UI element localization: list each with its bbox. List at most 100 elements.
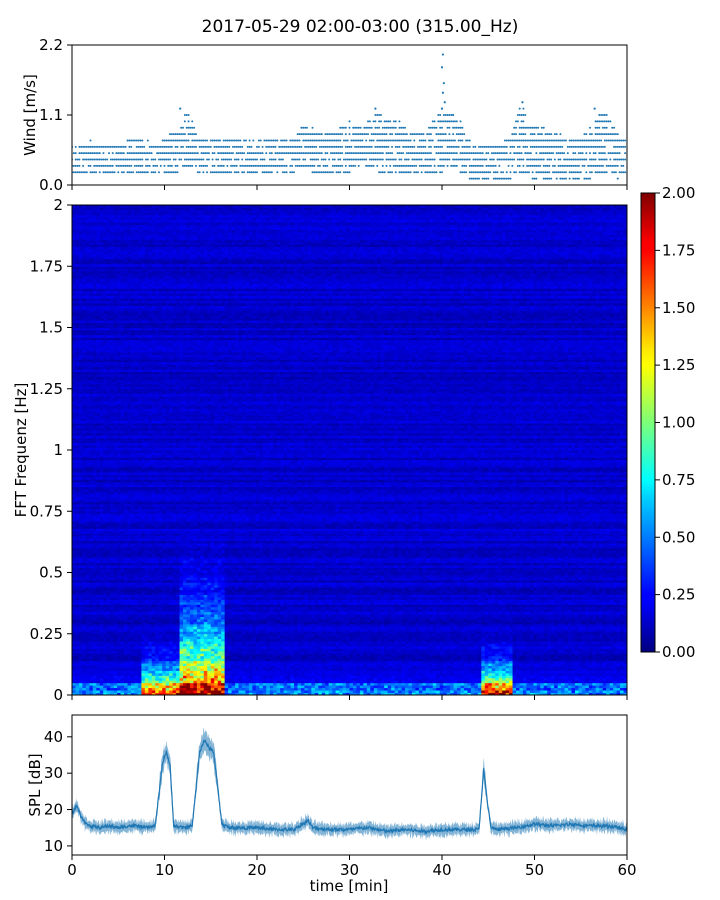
wind-point [506, 146, 508, 148]
spectrogram-cell [155, 666, 159, 669]
spectrogram-cell [551, 646, 555, 649]
spectrogram-cell [353, 675, 357, 678]
spectrogram-cell [249, 675, 253, 678]
spectrogram-cell [232, 658, 236, 661]
spectrogram-cell [242, 656, 246, 659]
spectrogram-cell [245, 656, 249, 659]
spectrogram-cell [79, 648, 83, 651]
spectrogram-cell [440, 668, 444, 671]
spectrogram-cell [384, 661, 388, 664]
wind-point [295, 159, 297, 161]
spectrogram-cell [547, 651, 551, 654]
spectrogram-cell [152, 683, 156, 686]
wind-point [256, 159, 258, 161]
spectrogram-cell [346, 651, 350, 654]
spectrogram-cell [589, 685, 593, 688]
spectrogram-cell [308, 678, 312, 681]
spectrogram-cell [245, 648, 249, 651]
spectrogram-cell [204, 651, 208, 654]
wind-point [474, 165, 476, 167]
spectrogram-cell [523, 663, 527, 666]
spectrogram-cell [572, 666, 576, 669]
spectrogram-cell [402, 658, 406, 661]
spectrogram-cell [190, 685, 194, 688]
spectrogram-cell [554, 666, 558, 669]
spectrogram-cell [544, 666, 548, 669]
wind-point [489, 159, 491, 161]
spectrogram-cell [561, 663, 565, 666]
spectrogram-cell [159, 666, 163, 669]
spectrogram-cell [263, 671, 267, 674]
spectrogram-cell [599, 661, 603, 664]
spectrogram-cell [509, 656, 513, 659]
spectrogram-cell [239, 666, 243, 669]
spectrogram-cell [193, 683, 197, 686]
spectrogram-cell [304, 658, 308, 661]
spectrogram-cell [374, 653, 378, 656]
spectrogram-cell [391, 666, 395, 669]
spectrogram-cell [239, 690, 243, 693]
spectrogram-cell [405, 683, 409, 686]
spectrogram-cell [79, 680, 83, 683]
spectrogram-cell [513, 653, 517, 656]
wind-point [528, 152, 530, 154]
spectrogram-cell [89, 671, 93, 674]
wind-point [528, 139, 530, 141]
spectrogram-cell [429, 675, 433, 678]
spectrogram-cell [128, 663, 132, 666]
spectrogram-cell [408, 653, 412, 656]
spectrogram-cell [370, 675, 374, 678]
spectrogram-cell [492, 658, 496, 661]
wind-point [145, 159, 147, 161]
spectrogram-cell [592, 648, 596, 651]
wind-point [310, 133, 312, 135]
spectrogram-cell [148, 644, 152, 647]
spectrogram-cell [162, 685, 166, 688]
spectrogram-cell [422, 688, 426, 691]
wind-point [188, 159, 190, 161]
spectrogram-cell [454, 688, 458, 691]
spectrogram-cell [568, 683, 572, 686]
spectrogram-cell [180, 668, 184, 671]
spectrogram-cell [596, 651, 600, 654]
spectrogram-cell [578, 656, 582, 659]
spectrogram-cell [211, 675, 215, 678]
wind-point [206, 165, 208, 167]
wind-point [138, 159, 140, 161]
spectrogram-cell [332, 658, 336, 661]
spectrogram-cell [186, 651, 190, 654]
spectrogram-cell [526, 690, 530, 693]
wind-point [421, 165, 423, 167]
spectrogram-cell [610, 648, 614, 651]
wind-point [576, 178, 578, 180]
spectrogram-cell [360, 678, 364, 681]
spectrogram-cell [370, 668, 374, 671]
wind-point [432, 127, 434, 129]
spectrogram-cell [329, 646, 333, 649]
spectrogram-cell [467, 675, 471, 678]
wind-point [84, 171, 86, 173]
spectrogram-cell [558, 671, 562, 674]
spectrogram-cell [405, 648, 409, 651]
spectrogram-cell [141, 651, 145, 654]
wind-point [382, 146, 384, 148]
spectrogram-cell [426, 651, 430, 654]
wind-point [324, 146, 326, 148]
wind-point [202, 165, 204, 167]
spectrogram-cell [218, 671, 222, 674]
spectrogram-cell [537, 653, 541, 656]
spectrogram-cell [457, 661, 461, 664]
spectrogram-cell [381, 673, 385, 676]
wind-point [522, 159, 524, 161]
spectrogram-cell [200, 651, 204, 654]
spectrogram-cell [294, 688, 298, 691]
spectrogram-cell [235, 668, 239, 671]
wind-point [498, 159, 500, 161]
spectrogram-cell [565, 666, 569, 669]
spectrogram-cell [377, 663, 381, 666]
spectrogram-cell [533, 666, 537, 669]
spectrogram-cell [263, 668, 267, 671]
spectrogram-cell [297, 648, 301, 651]
wind-point [317, 139, 319, 141]
wind-point [154, 159, 156, 161]
